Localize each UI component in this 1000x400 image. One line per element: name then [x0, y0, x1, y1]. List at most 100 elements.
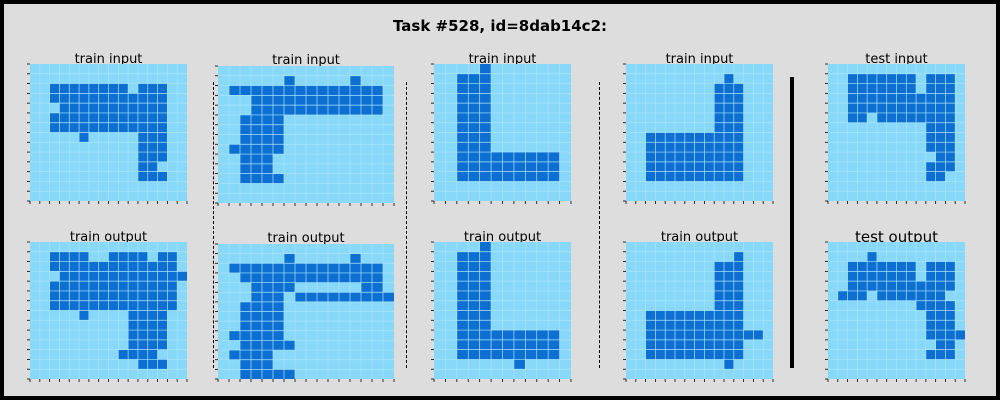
filled-cell	[157, 93, 168, 104]
filled-cell	[262, 350, 273, 360]
filled-cell	[857, 290, 868, 301]
grid-panel	[825, 63, 966, 204]
filled-cell	[251, 359, 262, 370]
filled-cell	[157, 122, 168, 133]
grid-panel	[215, 243, 395, 382]
filled-cell	[88, 93, 99, 104]
filled-cell	[468, 261, 480, 272]
filled-cell	[157, 300, 168, 311]
filled-cell	[704, 320, 715, 331]
filled-cell	[491, 152, 503, 162]
filled-cell	[479, 73, 492, 84]
filled-cell	[273, 369, 284, 379]
filled-cell	[49, 290, 60, 301]
filled-cell	[69, 93, 80, 104]
filled-cell	[468, 73, 480, 84]
filled-cell	[847, 290, 858, 301]
filled-cell	[525, 330, 537, 340]
filled-cell	[456, 132, 469, 143]
filled-cell	[328, 95, 339, 106]
filled-cell	[137, 93, 148, 104]
filled-cell	[262, 321, 273, 331]
filled-cell	[857, 103, 868, 113]
filled-cell	[167, 281, 178, 291]
filled-cell	[704, 161, 715, 172]
filled-cell	[128, 290, 138, 301]
filled-cell	[479, 132, 492, 143]
filled-cell	[733, 320, 744, 331]
filled-cell	[724, 171, 734, 182]
filled-cell	[675, 171, 685, 182]
filled-cell	[240, 359, 251, 370]
filled-cell	[251, 95, 262, 106]
filled-cell	[714, 103, 724, 113]
filled-cell	[502, 171, 514, 182]
filled-cell	[479, 112, 492, 123]
filled-cell	[645, 171, 656, 182]
filled-cell	[273, 263, 284, 273]
filled-cell	[49, 112, 60, 123]
filled-cell	[468, 330, 480, 340]
filled-cell	[876, 93, 887, 104]
filled-cell	[684, 132, 695, 143]
filled-cell	[240, 144, 251, 155]
filled-cell	[867, 271, 877, 282]
filled-cell	[147, 152, 158, 162]
filled-cell	[118, 112, 129, 123]
filled-cell	[118, 290, 129, 301]
filled-cell	[684, 330, 695, 340]
filled-cell	[896, 83, 907, 94]
filled-cell	[935, 310, 946, 321]
filled-cell	[251, 163, 262, 174]
filled-cell	[273, 144, 284, 155]
filled-cell	[935, 132, 946, 143]
filled-cell	[79, 122, 89, 133]
filled-cell	[240, 154, 251, 164]
filled-cell	[108, 93, 119, 104]
filled-cell	[147, 281, 158, 291]
panel-label: train input	[272, 53, 340, 68]
filled-cell	[251, 124, 262, 135]
filled-cell	[945, 122, 956, 133]
filled-cell	[502, 161, 514, 172]
filled-cell	[137, 122, 148, 133]
filled-cell	[665, 310, 675, 321]
filled-cell	[945, 300, 956, 311]
filled-cell	[733, 93, 744, 104]
filled-cell	[167, 271, 178, 282]
filled-cell	[157, 171, 168, 182]
filled-cell	[479, 122, 492, 133]
filled-cell	[157, 152, 168, 162]
filled-cell	[935, 122, 946, 133]
filled-cell	[525, 171, 537, 182]
filled-cell	[284, 272, 295, 283]
filled-cell	[98, 103, 109, 113]
filled-cell	[262, 114, 273, 125]
filled-cell	[724, 122, 734, 133]
filled-cell	[733, 161, 744, 172]
filled-cell	[479, 171, 492, 182]
filled-cell	[59, 271, 70, 282]
filled-cell	[456, 300, 469, 311]
filled-cell	[456, 290, 469, 301]
filled-cell	[350, 75, 361, 86]
filled-cell	[251, 330, 262, 341]
filled-cell	[491, 171, 503, 182]
filled-cell	[694, 132, 705, 143]
filled-cell	[295, 292, 306, 302]
filled-cell	[925, 320, 936, 331]
filled-cell	[88, 290, 99, 301]
filled-cell	[147, 83, 158, 94]
filled-cell	[118, 261, 129, 272]
filled-cell	[79, 103, 89, 113]
filled-cell	[867, 83, 877, 94]
filled-cell	[536, 349, 549, 360]
grid-panel	[431, 63, 572, 204]
filled-cell	[79, 300, 89, 311]
filled-cell	[479, 142, 492, 153]
filled-cell	[704, 142, 715, 153]
filled-cell	[317, 292, 328, 302]
filled-cell	[935, 73, 946, 84]
filled-cell	[886, 290, 897, 301]
filled-cell	[229, 85, 240, 96]
